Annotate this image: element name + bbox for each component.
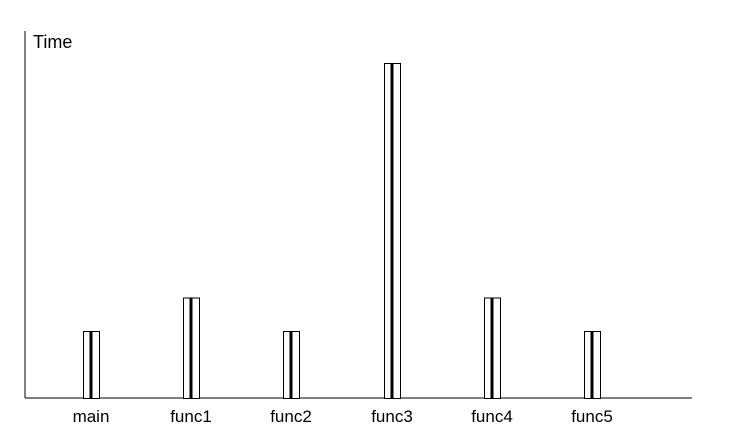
bar-func3 [384, 63, 401, 399]
bars-group [83, 63, 601, 399]
x-tick-label-func2: func2 [270, 407, 312, 426]
bar-main [83, 331, 100, 399]
x-tick-label-func1: func1 [170, 407, 212, 426]
x-tick-labels: main func1 func2 func3 func4 func5 [73, 407, 613, 426]
x-tick-label-main: main [73, 407, 110, 426]
bar-func4 [484, 297, 501, 399]
x-tick-label-func3: func3 [371, 407, 413, 426]
x-tick-label-func5: func5 [571, 407, 613, 426]
bar-func1 [183, 297, 200, 399]
y-axis-title: Time [33, 32, 72, 52]
x-tick-label-func4: func4 [471, 407, 513, 426]
bar-func2 [283, 331, 300, 399]
bar-func5 [584, 331, 601, 399]
